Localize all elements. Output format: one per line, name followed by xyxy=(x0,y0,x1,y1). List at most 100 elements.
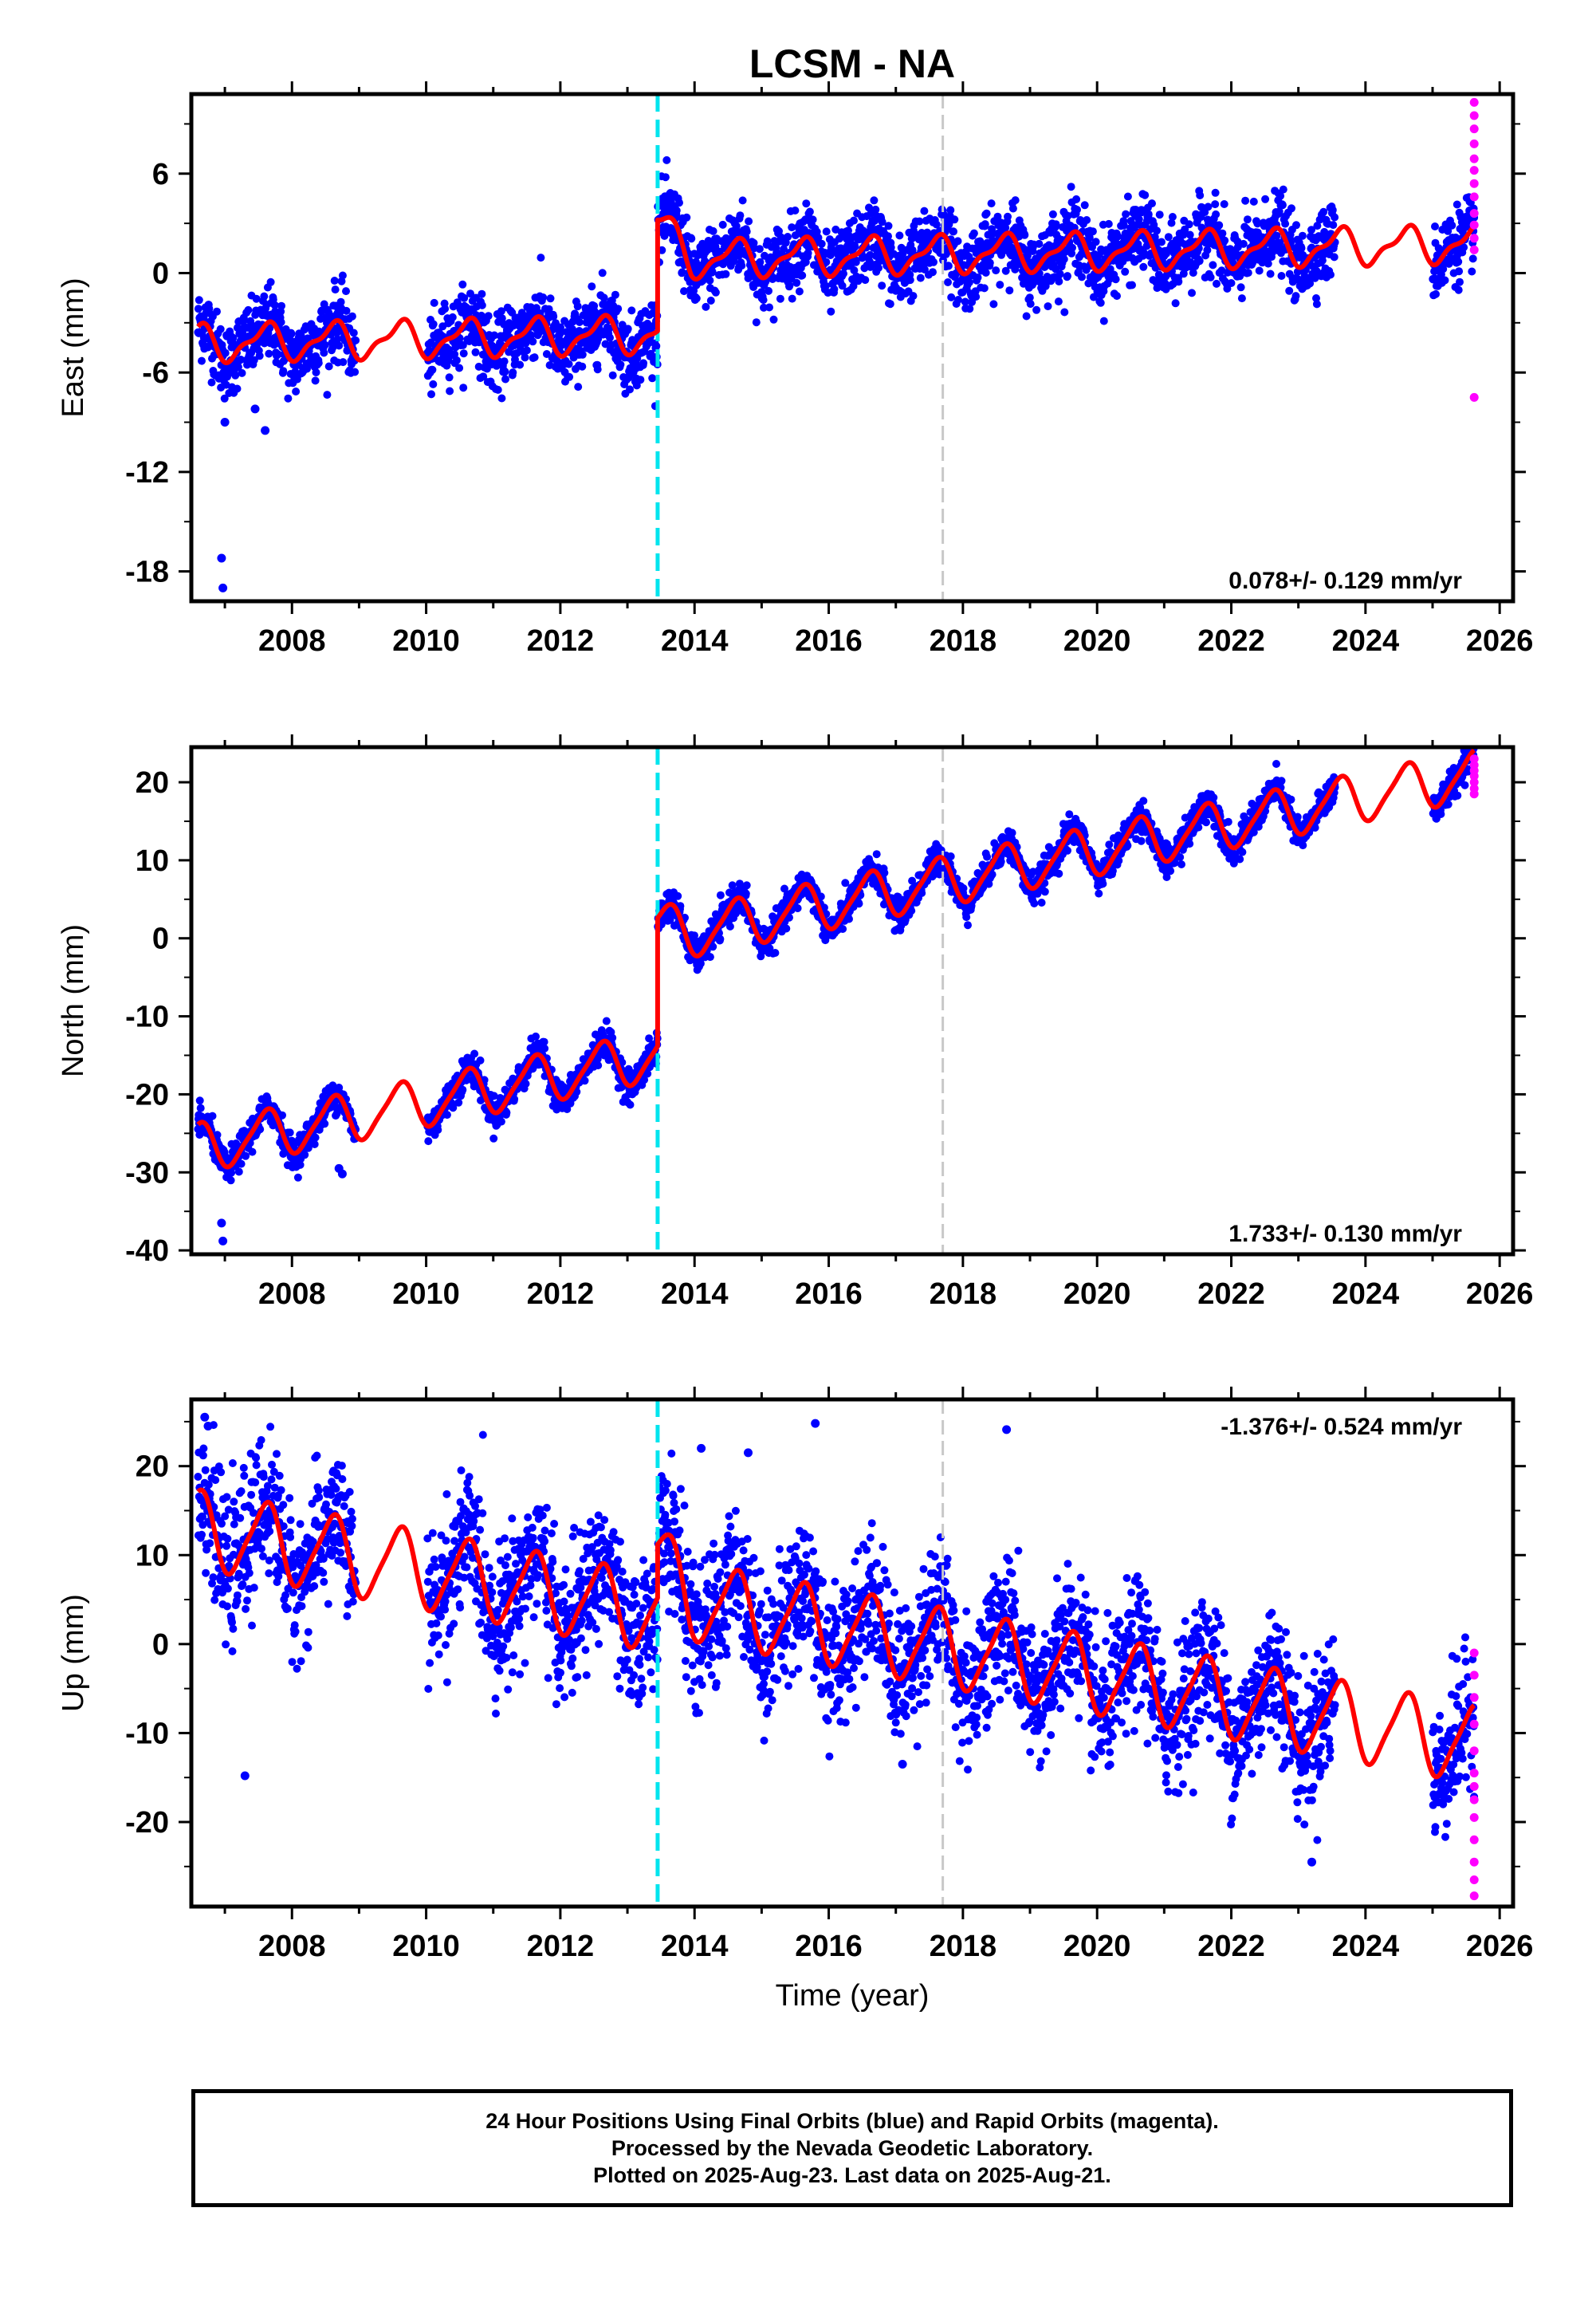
y-tick-label: 6 xyxy=(152,158,169,191)
final-point xyxy=(260,292,269,301)
final-point xyxy=(851,242,859,251)
final-point xyxy=(985,258,994,267)
final-point xyxy=(674,891,682,900)
final-point xyxy=(632,381,641,390)
rapid-point xyxy=(1469,392,1479,402)
final-point xyxy=(1099,317,1108,325)
final-point xyxy=(458,280,467,289)
final-point xyxy=(497,394,506,403)
final-point xyxy=(1237,294,1246,303)
final-point xyxy=(593,365,602,374)
final-point xyxy=(348,312,356,321)
final-point xyxy=(626,385,634,394)
final-point xyxy=(785,281,794,290)
rapid-point xyxy=(1469,124,1479,134)
final-point xyxy=(721,270,730,278)
final-point xyxy=(428,365,437,374)
final-point xyxy=(424,1137,433,1146)
final-point xyxy=(775,226,783,235)
final-point xyxy=(616,360,625,369)
final-point xyxy=(1141,191,1150,199)
final-point xyxy=(808,215,817,224)
final-point xyxy=(1185,220,1193,229)
final-point xyxy=(839,270,847,278)
final-point xyxy=(333,335,342,344)
east-rapid-points xyxy=(1469,97,1479,402)
final-point xyxy=(448,313,457,321)
final-point xyxy=(804,249,812,258)
final-point xyxy=(196,1104,205,1112)
final-point xyxy=(250,404,260,414)
final-point xyxy=(1285,286,1294,295)
x-tick-label: 2016 xyxy=(795,624,863,658)
final-point xyxy=(312,368,320,376)
final-point xyxy=(1123,192,1132,201)
final-point xyxy=(706,953,714,962)
final-point xyxy=(959,884,968,892)
final-point xyxy=(323,391,332,399)
final-point xyxy=(716,935,725,943)
final-point xyxy=(776,294,784,303)
final-point xyxy=(1188,289,1196,297)
final-point xyxy=(489,1134,498,1143)
final-point xyxy=(1121,267,1130,276)
final-point xyxy=(1278,201,1287,210)
final-point xyxy=(452,356,461,364)
final-point xyxy=(1128,281,1136,289)
final-point xyxy=(542,350,551,358)
final-point xyxy=(839,925,847,933)
final-point xyxy=(745,217,753,226)
final-point xyxy=(944,262,953,270)
final-point xyxy=(500,357,509,366)
final-point xyxy=(1196,191,1205,199)
final-point xyxy=(446,387,454,396)
final-point xyxy=(314,359,323,368)
final-point xyxy=(501,375,509,384)
final-point xyxy=(947,293,956,301)
final-point xyxy=(929,268,937,277)
final-point xyxy=(1211,200,1220,209)
final-point xyxy=(1164,233,1173,242)
final-point xyxy=(1096,298,1105,307)
final-point xyxy=(1211,188,1220,197)
final-point xyxy=(1212,210,1221,218)
final-point xyxy=(706,276,714,285)
final-point xyxy=(442,1111,451,1120)
final-point xyxy=(1078,273,1086,281)
final-point xyxy=(780,245,788,254)
x-tick-label: 2022 xyxy=(1197,624,1265,658)
final-point xyxy=(266,277,275,286)
x-tick-label: 2020 xyxy=(1063,624,1131,658)
final-point xyxy=(884,222,893,230)
final-point xyxy=(1055,277,1063,285)
final-point xyxy=(471,348,480,356)
final-point xyxy=(226,1176,235,1185)
final-point xyxy=(234,363,242,372)
final-point xyxy=(980,284,989,293)
final-point xyxy=(725,922,734,931)
final-point xyxy=(709,226,717,235)
final-point xyxy=(680,287,688,296)
final-point xyxy=(207,378,216,387)
final-point xyxy=(1331,213,1339,222)
final-point xyxy=(277,318,285,326)
final-point xyxy=(265,324,274,333)
final-point xyxy=(608,1033,617,1042)
final-point xyxy=(248,1147,257,1156)
rapid-point xyxy=(1469,192,1479,202)
final-point xyxy=(460,293,469,302)
final-point xyxy=(608,371,617,380)
final-point xyxy=(973,274,982,281)
final-point xyxy=(706,297,715,305)
final-point xyxy=(791,207,800,214)
final-point xyxy=(1022,312,1031,321)
final-point xyxy=(1104,219,1113,228)
final-point xyxy=(682,213,691,222)
final-point xyxy=(675,199,683,207)
final-point xyxy=(516,360,525,369)
final-point xyxy=(490,331,499,340)
final-point xyxy=(708,268,717,277)
final-point xyxy=(1453,200,1461,209)
north-final-points xyxy=(194,747,1479,1246)
